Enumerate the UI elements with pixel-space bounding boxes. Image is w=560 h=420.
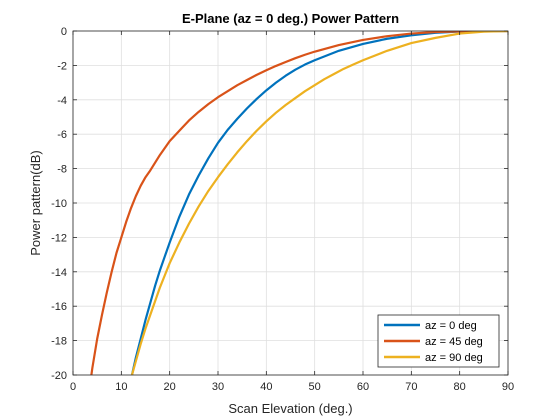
- x-tick-label: 0: [70, 381, 76, 393]
- x-tick-label: 30: [212, 381, 224, 393]
- series-line-2: [130, 31, 508, 375]
- x-tick-label: 10: [115, 381, 127, 393]
- x-tick-label: 50: [309, 381, 321, 393]
- y-tick-label: -16: [51, 301, 67, 313]
- series-lines: [90, 31, 508, 375]
- legend: az = 0 deg az = 45 deg az = 90 deg: [377, 314, 500, 368]
- y-tick-label: -10: [51, 198, 67, 210]
- x-tick-label: 90: [502, 381, 514, 393]
- x-tick-label: 40: [260, 381, 272, 393]
- y-tick-label: -12: [51, 232, 67, 244]
- y-tick-label: -20: [51, 370, 67, 382]
- axis-ticks: 0 10 20 30 40 50 60 70 80 90 0 -2 -4 -6 -8 -10 -12 -14 -16…: [51, 26, 514, 393]
- chart-title: E-Plane (az = 0 deg.) Power Pattern: [182, 11, 399, 26]
- x-tick-label: 80: [454, 381, 466, 393]
- legend-label-1: az = 45 deg: [425, 336, 483, 348]
- y-tick-label: -18: [51, 336, 67, 348]
- series-line-0: [130, 31, 508, 375]
- y-tick-label: 0: [61, 26, 67, 38]
- x-axis-title: Scan Elevation (deg.): [228, 401, 352, 416]
- legend-label-0: az = 0 deg: [425, 320, 477, 332]
- legend-label-2: az = 90 deg: [425, 352, 483, 364]
- y-axis-title: Power pattern(dB): [28, 150, 43, 256]
- y-tick-label: -8: [57, 164, 67, 176]
- y-tick-label: -4: [57, 95, 67, 107]
- series-line-1: [90, 31, 508, 375]
- x-tick-label: 20: [164, 381, 176, 393]
- x-tick-label: 70: [405, 381, 417, 393]
- y-tick-label: -14: [51, 267, 67, 279]
- x-tick-label: 60: [357, 381, 369, 393]
- y-tick-label: -6: [57, 129, 67, 141]
- y-tick-label: -2: [57, 60, 67, 72]
